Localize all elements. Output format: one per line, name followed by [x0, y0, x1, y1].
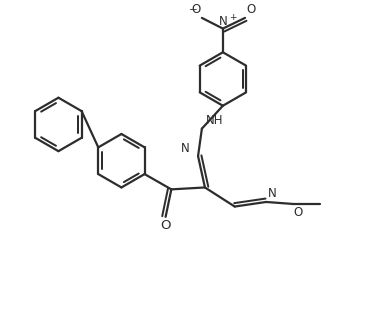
Text: NH: NH [206, 114, 223, 127]
Text: +: + [229, 13, 236, 22]
Text: N: N [268, 187, 276, 200]
Text: −: − [189, 5, 198, 15]
Text: N: N [219, 15, 228, 28]
Text: O: O [160, 219, 171, 232]
Text: O: O [293, 206, 302, 219]
Text: N: N [181, 142, 190, 155]
Text: O: O [191, 3, 200, 16]
Text: O: O [246, 3, 256, 16]
